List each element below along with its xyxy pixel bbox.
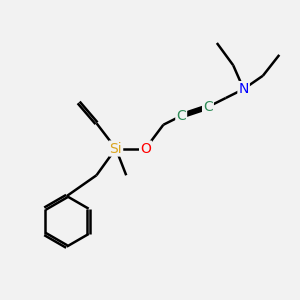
Text: C: C bbox=[176, 109, 186, 123]
Text: O: O bbox=[140, 142, 151, 155]
Text: C: C bbox=[203, 100, 213, 114]
Text: N: N bbox=[238, 82, 249, 96]
Text: Si: Si bbox=[110, 142, 122, 155]
